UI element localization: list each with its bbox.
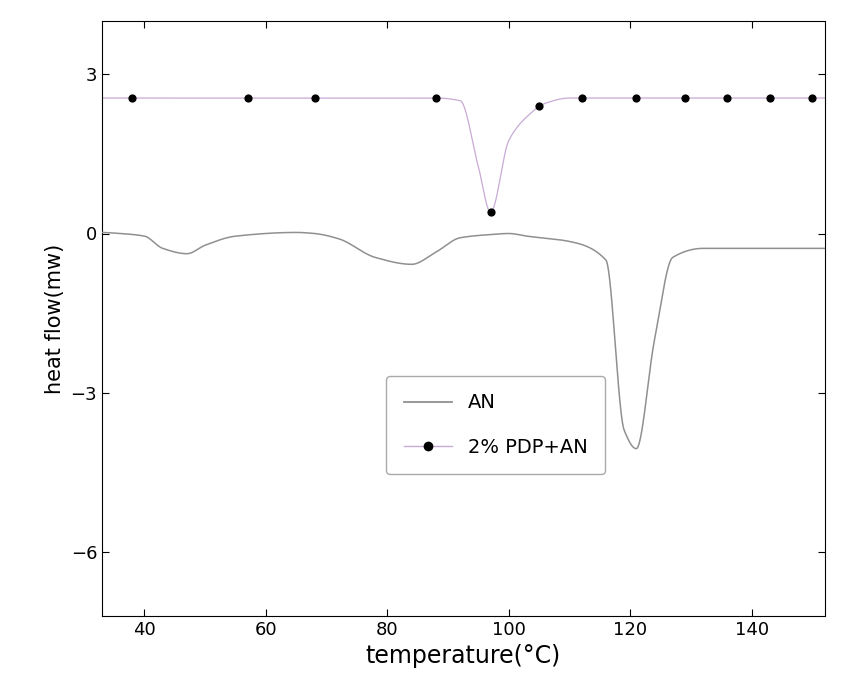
Y-axis label: heat flow(mw): heat flow(mw) xyxy=(45,244,65,393)
Point xyxy=(763,92,777,104)
Point xyxy=(532,101,546,112)
Point xyxy=(678,92,692,104)
Point xyxy=(630,92,643,104)
Legend: AN, 2% PDP+AN: AN, 2% PDP+AN xyxy=(386,376,605,474)
Point xyxy=(126,92,139,104)
Point xyxy=(484,206,497,218)
Point xyxy=(575,92,588,104)
Point xyxy=(806,92,819,104)
Point xyxy=(429,92,443,104)
Point xyxy=(241,92,254,104)
Point xyxy=(721,92,734,104)
X-axis label: temperature(°C): temperature(°C) xyxy=(366,645,561,668)
Point xyxy=(308,92,321,104)
